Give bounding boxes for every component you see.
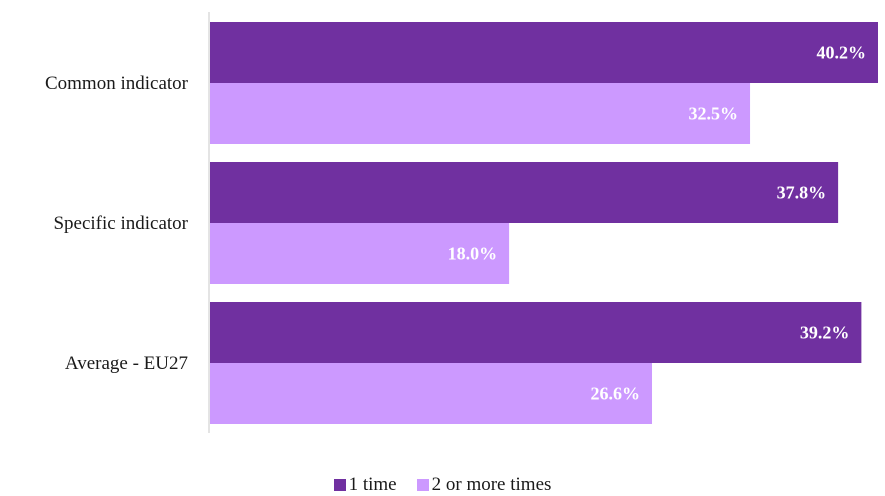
legend-item-series-2: 2 or more times <box>416 474 552 496</box>
bar-series-1 <box>210 22 878 83</box>
legend-swatch-series-1 <box>333 479 346 491</box>
bar-series-2 <box>210 363 653 424</box>
data-label-series-2: 18.0% <box>448 244 498 264</box>
bar-series-1 <box>210 162 839 223</box>
bar-series-2 <box>210 223 510 284</box>
data-label-series-1: 40.2% <box>817 43 867 63</box>
data-label-series-1: 37.8% <box>777 183 827 203</box>
data-labels-group: 40.2% 32.5% 37.8% 18.0% 39.2% 26.6% <box>448 43 866 404</box>
bar-chart: 40.2% 32.5% 37.8% 18.0% 39.2% 26.6% Common in… <box>45 12 878 433</box>
category-labels-group: Common indicator Specific indicator Averag… <box>45 73 189 374</box>
legend-item-series-1: 1 time <box>333 474 397 496</box>
legend-label-series-2: 2 or more times <box>431 474 552 495</box>
category-label: Common indicator <box>45 73 189 94</box>
legend-label-series-1: 1 time <box>348 474 397 495</box>
legend-swatch-series-2 <box>416 479 429 491</box>
data-label-series-2: 32.5% <box>689 104 739 124</box>
bars-group <box>210 22 878 424</box>
category-label: Specific indicator <box>53 213 188 234</box>
data-label-series-1: 39.2% <box>800 323 850 343</box>
data-label-series-2: 26.6% <box>591 384 641 404</box>
bar-series-2 <box>210 83 751 144</box>
bar-series-1 <box>210 302 862 363</box>
legend: 1 time 2 or more times <box>0 474 885 496</box>
category-label: Average - EU27 <box>65 353 188 374</box>
